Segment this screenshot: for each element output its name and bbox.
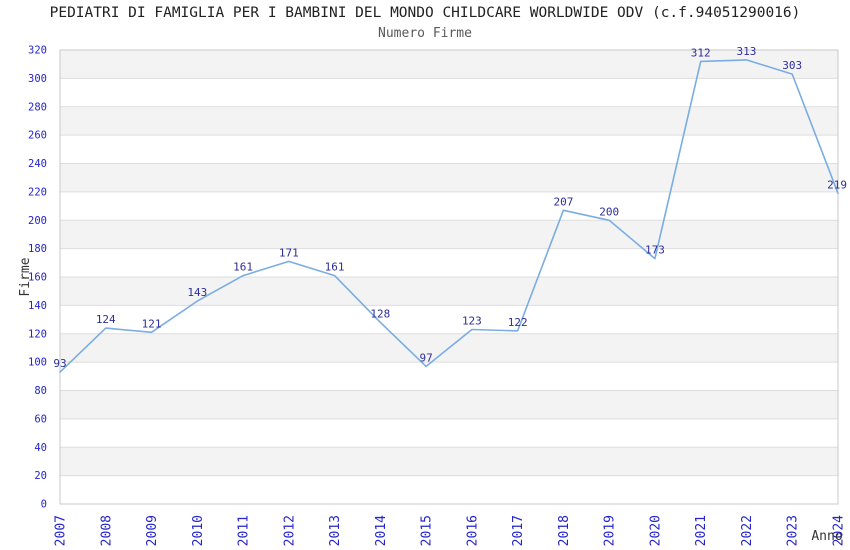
x-axis-label: Anno [811, 529, 842, 544]
x-tick-label: 2021 [694, 515, 709, 546]
data-label: 128 [370, 307, 390, 320]
y-tick-label: 260 [28, 130, 47, 142]
x-tick-label: 2019 [603, 515, 618, 546]
x-tick-label: 2008 [99, 515, 114, 546]
y-tick-label: 40 [34, 442, 47, 454]
x-tick-label: 2017 [511, 515, 526, 546]
y-tick-label: 160 [28, 272, 47, 284]
data-label: 173 [645, 244, 665, 257]
y-tick-label: 320 [28, 45, 47, 57]
data-label: 124 [96, 313, 116, 326]
y-tick-label: 240 [28, 158, 47, 170]
series-line [59, 59, 839, 373]
x-tick-label: 2014 [374, 515, 389, 546]
y-tick-label: 140 [28, 300, 47, 312]
data-label: 161 [325, 261, 345, 274]
data-label: 122 [508, 316, 528, 329]
plot-band [60, 390, 838, 419]
data-label: 303 [782, 59, 802, 72]
data-label: 313 [737, 45, 757, 58]
data-label: 143 [187, 286, 207, 299]
data-label: 200 [599, 205, 619, 218]
y-tick-label: 180 [28, 243, 47, 255]
y-axis-label: Firme [18, 257, 33, 296]
x-tick-label: 2007 [54, 515, 69, 546]
data-label: 171 [279, 246, 299, 259]
chart-title: PEDIATRI DI FAMIGLIA PER I BAMBINI DEL M… [49, 5, 801, 21]
y-tick-label: 100 [28, 357, 47, 369]
x-tick-label: 2022 [740, 515, 755, 546]
x-tick-label: 2015 [420, 515, 435, 546]
y-tick-label: 200 [28, 215, 47, 227]
x-tick-label: 2023 [786, 515, 801, 546]
data-label: 312 [691, 46, 711, 59]
x-tick-label: 2012 [282, 515, 297, 546]
data-label: 207 [553, 195, 573, 208]
plot-band [60, 50, 838, 79]
y-tick-label: 300 [28, 73, 47, 85]
x-tick-label: 2013 [328, 515, 343, 546]
x-tick-label: 2016 [465, 515, 480, 546]
x-tick-label: 2009 [145, 515, 160, 546]
y-tick-label: 120 [28, 328, 47, 340]
x-tick-label: 2018 [557, 515, 572, 546]
x-tick-label: 2020 [648, 515, 663, 546]
plot-border [59, 49, 839, 505]
plot-band [60, 447, 838, 476]
y-tick-label: 0 [41, 499, 47, 511]
y-tick-label: 80 [34, 385, 47, 397]
plot-band [60, 106, 838, 136]
y-tick-label: 20 [34, 470, 47, 482]
data-label: 121 [142, 317, 162, 330]
data-label: 97 [419, 351, 432, 364]
y-tick-label: 60 [34, 413, 47, 425]
plot-band [60, 277, 838, 306]
y-tick-label: 280 [28, 101, 47, 113]
x-tick-label: 2024 [832, 515, 847, 546]
plot-band [60, 220, 838, 249]
x-tick-label: 2010 [191, 515, 206, 546]
data-label: 161 [233, 261, 253, 274]
data-label: 123 [462, 314, 482, 327]
chart-subtitle: Numero Firme [378, 26, 472, 41]
plot-band [60, 163, 838, 192]
data-label: 219 [827, 178, 847, 191]
y-tick-label: 220 [28, 186, 47, 198]
data-label: 93 [53, 357, 66, 370]
x-tick-label: 2011 [237, 515, 252, 546]
